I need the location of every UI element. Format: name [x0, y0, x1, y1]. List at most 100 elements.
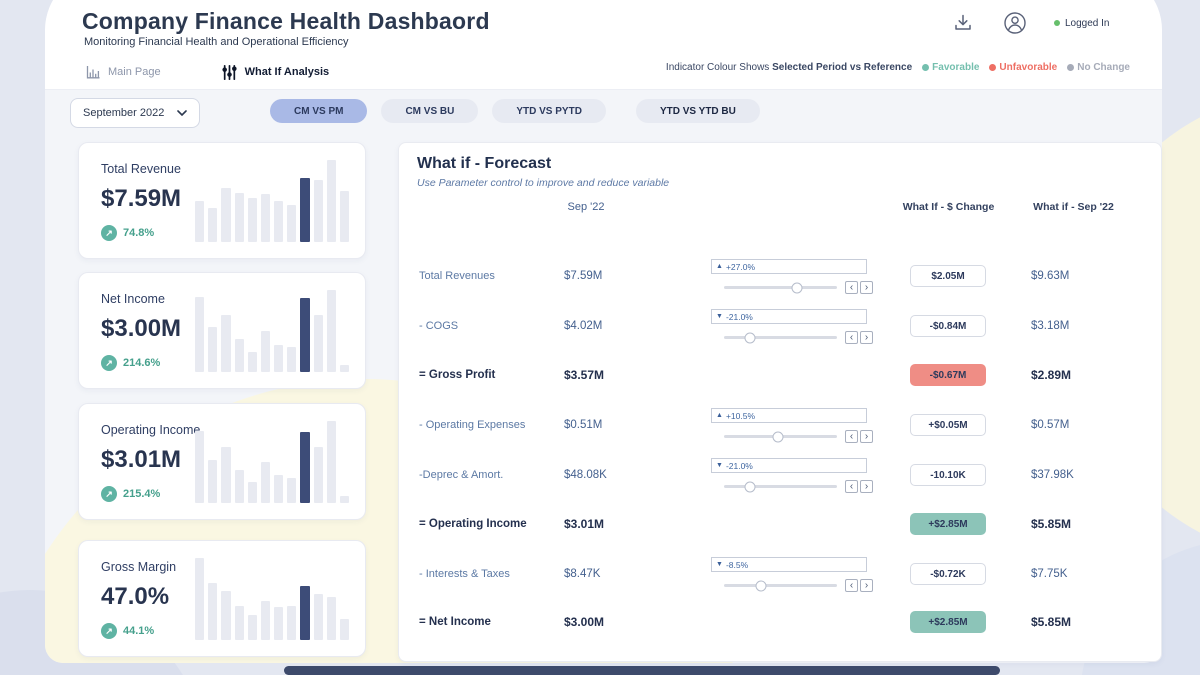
- slider-thumb[interactable]: [755, 580, 767, 591]
- triangle-icon: ▼: [716, 313, 723, 320]
- kpi-change-text: 214.6%: [123, 357, 161, 369]
- bar: [195, 558, 205, 640]
- slider-value-text: -21.0%: [725, 311, 753, 322]
- bar: [339, 618, 350, 640]
- legend-label: Favorable: [932, 62, 980, 73]
- row-current-value: $3.00M: [564, 615, 605, 629]
- parameter-slider: ▼ -8.5% ‹ ›: [711, 557, 873, 592]
- slider-increment-button[interactable]: ›: [860, 579, 873, 592]
- slider-decrement-button[interactable]: ‹: [845, 579, 858, 592]
- slider-track[interactable]: [724, 431, 837, 442]
- bar: [326, 596, 336, 640]
- bar: [274, 475, 284, 503]
- forecast-rows: Total Revenues $7.59M ▲ +27.0% ‹ › $2.05…: [399, 143, 1161, 661]
- slider-thumb[interactable]: [744, 332, 756, 343]
- slider-increment-button[interactable]: ›: [860, 331, 873, 344]
- forecast-row: - Operating Expenses $0.51M ▲ +10.5% ‹ ›…: [399, 407, 1161, 443]
- page-title: Company Finance Health Dashbaord: [82, 8, 490, 34]
- slider-decrement-button[interactable]: ‹: [845, 480, 858, 493]
- slider-value-box[interactable]: ▲ +10.5%: [711, 408, 867, 423]
- bar: [221, 314, 231, 372]
- bar: [260, 462, 271, 503]
- slider-decrement-button[interactable]: ‹: [845, 430, 858, 443]
- nav-item-main-page[interactable]: Main Page: [86, 65, 161, 79]
- bottom-accent-bar: [284, 666, 1000, 675]
- row-current-value: $0.51M: [564, 419, 603, 431]
- slider-value-box[interactable]: ▼ -8.5%: [711, 557, 867, 572]
- row-label: - Interests & Taxes: [419, 568, 510, 580]
- slider-track[interactable]: [724, 332, 837, 343]
- tab-cm-vs-bu[interactable]: CM VS BU: [381, 99, 479, 123]
- row-change-value: +$0.05M: [910, 414, 986, 436]
- slider-thumb[interactable]: [772, 431, 784, 442]
- highlight-bar: [300, 431, 310, 503]
- bar: [260, 600, 271, 640]
- kpi-label: Gross Margin: [101, 560, 177, 574]
- bar: [247, 351, 257, 372]
- download-icon[interactable]: [950, 10, 976, 36]
- slider-thumb[interactable]: [744, 481, 756, 492]
- slider-value-box[interactable]: ▲ +27.0%: [711, 259, 867, 274]
- tab-ytd-vs-ytd-bu[interactable]: YTD VS YTD BU: [635, 99, 760, 123]
- row-result-value: $0.57M: [1031, 419, 1070, 431]
- kpi-card[interactable]: Net Income $3.00M ↗ 214.6%: [78, 272, 366, 389]
- row-change-value: $2.05M: [910, 265, 986, 287]
- kpi-value: 47.0%: [101, 583, 170, 610]
- triangle-icon: ▼: [716, 462, 723, 469]
- kpi-change-text: 215.4%: [123, 488, 161, 500]
- tab-cm-vs-pm[interactable]: CM VS PM: [270, 99, 368, 123]
- legend-dot: [922, 64, 930, 71]
- legend-dot: [1067, 64, 1075, 71]
- slider-value-box[interactable]: ▼ -21.0%: [711, 458, 867, 473]
- bar: [221, 447, 231, 503]
- row-result-value: $37.98K: [1031, 469, 1074, 481]
- kpi-card[interactable]: Gross Margin 47.0% ↗ 44.1%: [78, 540, 366, 657]
- bar: [195, 430, 205, 503]
- nav-item-what-if-analysis[interactable]: What If Analysis: [221, 64, 329, 81]
- row-result-value: $7.75K: [1031, 568, 1068, 580]
- period-dropdown[interactable]: September 2022: [70, 98, 200, 128]
- bar: [326, 290, 336, 372]
- forecast-row: = Operating Income $3.01M +$2.85M $5.85M: [399, 506, 1161, 542]
- bar: [274, 201, 284, 242]
- slider-track-row: ‹ ›: [711, 281, 873, 294]
- slider-thumb[interactable]: [791, 282, 803, 293]
- bar: [208, 326, 218, 372]
- slider-track[interactable]: [724, 481, 837, 492]
- bar: [313, 594, 323, 640]
- trend-up-icon: ↗: [101, 225, 117, 241]
- row-result-value: $2.89M: [1031, 368, 1072, 382]
- slider-track-row: ‹ ›: [711, 331, 873, 344]
- slider-increment-button[interactable]: ›: [860, 480, 873, 493]
- slider-track[interactable]: [724, 580, 837, 591]
- slider-decrement-button[interactable]: ‹: [845, 331, 858, 344]
- bar: [195, 296, 205, 372]
- forecast-row: Total Revenues $7.59M ▲ +27.0% ‹ › $2.05…: [399, 258, 1161, 294]
- slider-increment-button[interactable]: ›: [860, 281, 873, 294]
- kpi-value: $3.00M: [101, 315, 182, 342]
- slider-decrement-button[interactable]: ‹: [845, 281, 858, 294]
- row-change-value: -10.10K: [910, 464, 986, 486]
- forecast-row: - Interests & Taxes $8.47K ▼ -8.5% ‹ › -…: [399, 556, 1161, 592]
- slider-value-text: +10.5%: [725, 410, 756, 421]
- slider-value-box[interactable]: ▼ -21.0%: [711, 309, 867, 324]
- bar: [260, 194, 271, 242]
- kpi-label: Net Income: [101, 292, 165, 306]
- row-label: -Deprec & Amort.: [419, 469, 504, 481]
- bar: [260, 331, 271, 372]
- bar: [234, 470, 244, 503]
- row-label: Total Revenues: [419, 270, 495, 282]
- row-label: - Operating Expenses: [419, 419, 526, 431]
- slider-increment-button[interactable]: ›: [860, 430, 873, 443]
- user-icon[interactable]: [1002, 10, 1028, 36]
- tab-ytd-vs-pytd[interactable]: YTD VS PYTD: [492, 99, 606, 123]
- kpi-card[interactable]: Total Revenue $7.59M ↗ 74.8%: [78, 142, 366, 259]
- row-result-value: $5.85M: [1031, 517, 1072, 531]
- bar: [326, 160, 336, 242]
- slider-track[interactable]: [724, 282, 837, 293]
- slider-value-text: -21.0%: [725, 460, 753, 471]
- row-label: = Net Income: [419, 616, 491, 628]
- kpi-card[interactable]: Operating Income $3.01M ↗ 215.4%: [78, 403, 366, 520]
- bar-chart-icon: [86, 65, 101, 79]
